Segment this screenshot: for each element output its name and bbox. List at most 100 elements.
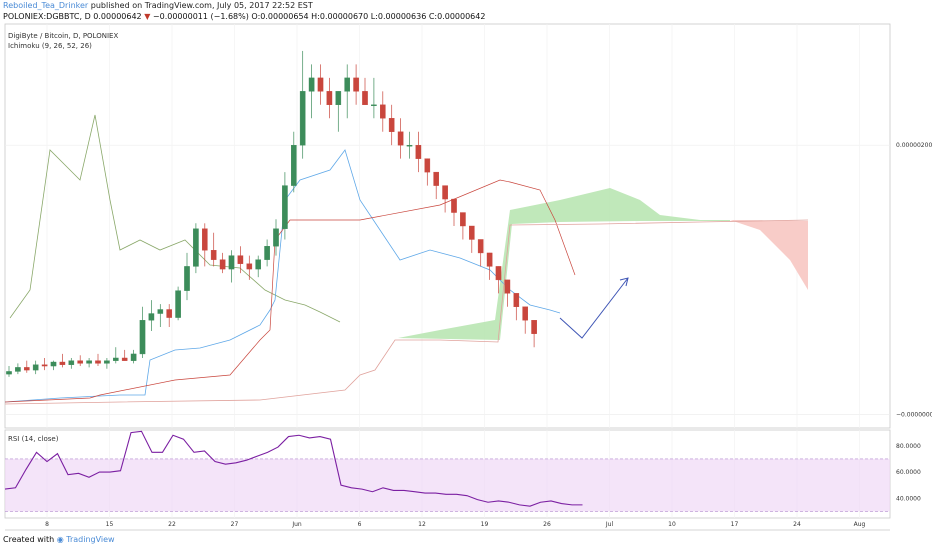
candle-body [442,185,448,200]
candle-body [59,361,66,365]
candle-body [184,266,190,291]
published-text: published on TradingView.com, July 05, 2… [90,1,313,10]
candle-body [157,309,164,314]
candle-body [32,364,39,371]
rsi-line [4,430,583,507]
x-tick-label: 6 [358,521,362,528]
x-tick-label: 24 [793,521,801,528]
y-tick-label: 0.00000200 [896,142,932,149]
ohlc-values: O:0.00000654 H:0.00000670 L:0.00000636 C… [251,12,486,21]
candle-body [273,228,279,247]
rsi-tick-label: 80.0000 [896,443,921,450]
candle-body [68,360,75,365]
tradingview-logo-icon: ◉ [56,535,64,544]
rsi-tick-label: 60.0000 [896,469,921,476]
footer: Created with ◉ TradingView [3,535,115,544]
candle-body [255,259,262,270]
candle-body [112,357,119,361]
candle-body [522,306,528,321]
x-tick-label: Jun [291,521,302,528]
candle-body [15,367,21,372]
candle-body [148,313,155,321]
conversion-line [4,149,561,403]
x-tick-label: 27 [231,521,239,528]
rsi-tick-label: 40.0000 [896,495,921,502]
rsi-band [5,458,890,512]
x-tick-label: 22 [168,521,176,528]
author-link[interactable]: Reboiled_Tea_Drinker [3,1,89,10]
x-tick-label: Aug [854,521,866,528]
candles [6,50,537,377]
candle-body [362,91,368,106]
publish-info: Reboiled_Tea_Drinker published on Tradin… [3,1,313,10]
candle-body [6,371,12,375]
brand-name: TradingView [66,535,115,544]
projection-arrowhead [619,277,629,287]
candle-body [246,263,253,270]
symbol-info: POLONIEX:DGBBTC, D 0.00000642 ▼ −0.00000… [3,12,485,21]
candle-body [353,77,359,92]
candle-body [415,144,422,159]
candle-body [406,144,413,147]
candle-body [317,77,324,92]
candle-body [344,77,351,92]
candle-body [531,320,537,334]
candle-body [41,364,48,367]
candle-body [424,158,431,173]
x-tick-label: 17 [731,521,739,528]
y-tick-label: −0.00000000 [896,412,932,419]
candle-body [451,198,457,213]
cloud-bear [730,220,808,290]
lagging-span [9,114,341,323]
senkou-span-b [4,219,809,405]
candle-body [397,131,404,146]
candle-body [469,225,475,240]
candle-body [433,171,440,186]
candle-body [264,245,270,260]
candle-body [504,279,511,294]
candle-body [104,360,110,364]
base-line [4,179,576,403]
created-with-text: Created with [3,535,55,544]
candle-body [130,353,137,361]
candle-body [513,293,520,308]
last-price: 0.00000642 [93,12,142,21]
candle-body [460,212,466,227]
candle-body [77,360,83,364]
price-pane-frame [4,23,891,429]
candle-body [237,255,244,264]
legend-ichimoku: Ichimoku (9, 26, 52, 26) [8,42,92,50]
legend-rsi: RSI (14, close) [8,435,59,443]
candle-body [24,367,30,371]
candle-body [166,309,173,318]
candle-body [175,290,181,318]
candle-body [86,360,92,364]
x-tick-label: 26 [543,521,551,528]
axes: 0.00000200 −0.00000000 8 15 22 27 Jun 6 12 19 26 Ju… [45,142,932,528]
grid [4,23,891,531]
price-change: −0.00000011 (−1.68%) [152,12,249,21]
candle-body [201,228,208,251]
candle-body [477,239,484,254]
candle-body [121,357,128,361]
ichimoku-lines [4,114,809,405]
candle-body [193,228,199,267]
candle-body [326,91,333,106]
x-tick-label: 15 [106,521,114,528]
candle-body [299,91,306,146]
ichimoku-cloud [398,188,808,340]
candle-body [210,250,217,260]
candle-body [282,185,288,229]
candle-body [50,361,57,367]
legend-symbol: DigiByte / Bitcoin, D, POLONIEX [8,32,118,40]
rsi-panel [4,430,890,512]
x-tick-label: 12 [418,521,426,528]
candle-body [495,266,502,281]
cloud-bull [398,188,730,340]
candle-body [380,104,386,119]
overlay [559,277,629,339]
candle-body [486,252,493,267]
candle-body [95,360,101,364]
x-tick-label: 19 [481,521,489,528]
